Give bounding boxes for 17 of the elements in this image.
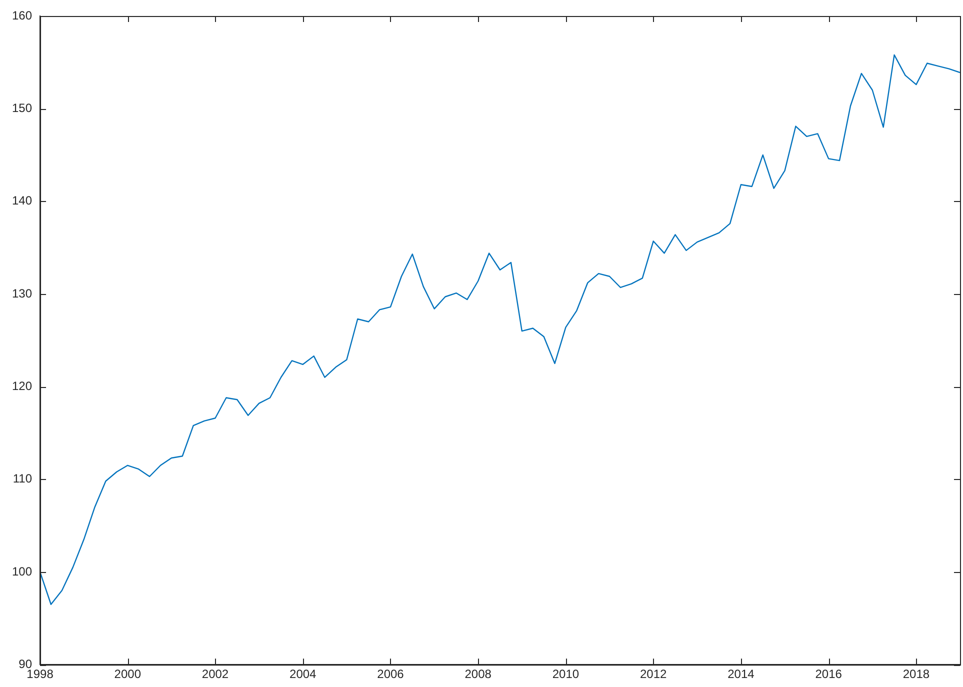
y-tick-label: 140 — [12, 194, 32, 208]
y-tick-label: 120 — [12, 378, 32, 393]
x-tick-label: 2006 — [377, 667, 404, 682]
x-tick-label: 2010 — [552, 667, 580, 682]
x-tick-label: 2014 — [728, 667, 755, 682]
x-tick-label: 2012 — [640, 667, 668, 682]
x-tick-label: 2018 — [902, 667, 930, 682]
y-tick-label: 160 — [12, 8, 32, 22]
x-tick-label: 2016 — [815, 667, 842, 682]
x-tick-label: 2004 — [290, 667, 317, 682]
y-tick-label: 130 — [12, 286, 32, 300]
y-tick-label: 150 — [12, 100, 32, 115]
x-tick-label: 2000 — [114, 667, 142, 682]
y-tick-label: 100 — [12, 564, 32, 578]
x-tick-label: 2008 — [464, 667, 492, 682]
x-tick-label: 2002 — [202, 667, 229, 682]
y-tick-label: 110 — [12, 472, 32, 486]
